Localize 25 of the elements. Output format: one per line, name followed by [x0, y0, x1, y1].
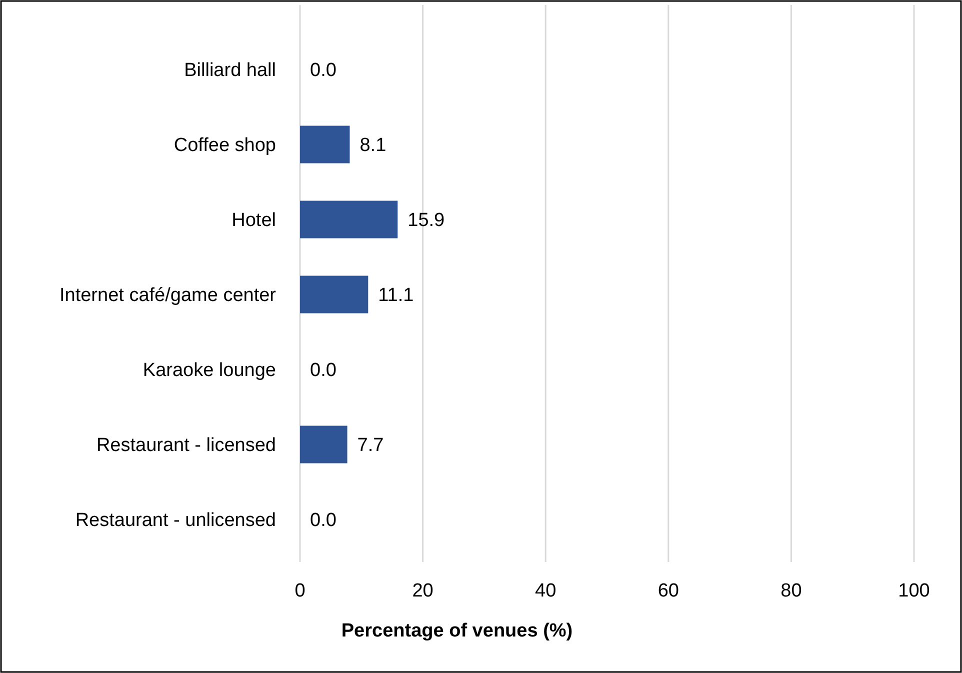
x-tick-label: 0 — [294, 580, 306, 602]
data-label: 0.0 — [310, 360, 336, 382]
y-tick-label: Billiard hall — [184, 60, 276, 82]
y-tick-label: Hotel — [232, 210, 276, 232]
y-tick-label: Internet café/game center — [59, 285, 277, 306]
x-axis-title: Percentage of venues (%) — [341, 620, 573, 642]
x-tick-label: 40 — [535, 580, 556, 602]
data-label: 15.9 — [408, 210, 445, 232]
x-tick-label: 80 — [780, 580, 802, 602]
y-tick-label: Restaurant - unlicensed — [75, 510, 276, 532]
data-label: 8.1 — [360, 135, 386, 156]
bar — [300, 426, 348, 464]
data-label: 7.7 — [357, 435, 384, 456]
bar — [300, 276, 368, 314]
y-tick-label: Karaoke lounge — [142, 360, 276, 382]
y-tick-label: Restaurant - licensed — [96, 435, 276, 456]
data-label: 11.1 — [378, 285, 414, 306]
x-tick-label: 60 — [658, 580, 679, 602]
data-label: 0.0 — [310, 510, 336, 532]
data-label: 0.0 — [310, 60, 336, 82]
bar — [300, 126, 350, 164]
x-tick-label: 100 — [898, 580, 930, 602]
bar — [300, 200, 398, 238]
x-tick-label: 20 — [412, 580, 434, 602]
y-tick-label: Coffee shop — [174, 135, 276, 156]
